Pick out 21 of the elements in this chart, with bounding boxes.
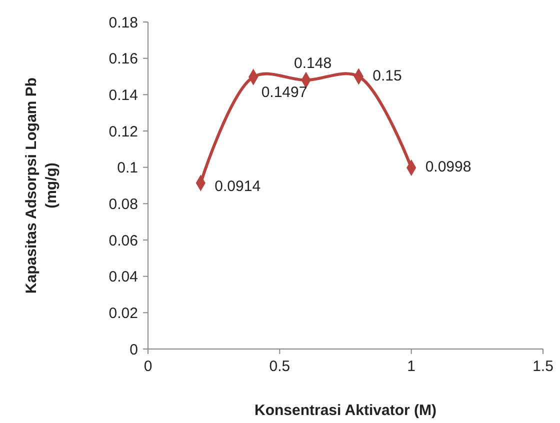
data-label: 0.15 (372, 68, 402, 84)
data-label: 0.1497 (261, 84, 308, 102)
x-tick-label: 1.5 (532, 358, 554, 375)
y-tick-label: 0.04 (108, 268, 138, 286)
y-tick-label: 0.16 (108, 50, 138, 68)
y-tick-label: 0.06 (108, 232, 138, 250)
x-tick-label: 1 (407, 358, 416, 375)
y-tick-label: 0.08 (108, 196, 138, 213)
data-label: 0.148 (294, 55, 332, 72)
y-axis-title: Kapasitas Adsorpsi Logam Pb (mg/g) (23, 77, 60, 294)
x-tick-label: 0 (144, 358, 152, 375)
data-label: 0.0998 (425, 158, 472, 176)
x-axis-title: Konsentrasi Aktivator (M) (254, 402, 436, 419)
y-tick-label: 0.02 (108, 304, 138, 322)
data-label: 0.0914 (214, 178, 261, 195)
y-tick-label: 0.12 (108, 123, 138, 140)
y-tick-label: 0 (130, 341, 138, 358)
y-tick-label: 0.1 (117, 160, 138, 177)
x-tick-label: 0.5 (269, 358, 290, 375)
y-tick-label: 0.14 (108, 86, 138, 104)
y-tick-label: 0.18 (108, 14, 138, 32)
